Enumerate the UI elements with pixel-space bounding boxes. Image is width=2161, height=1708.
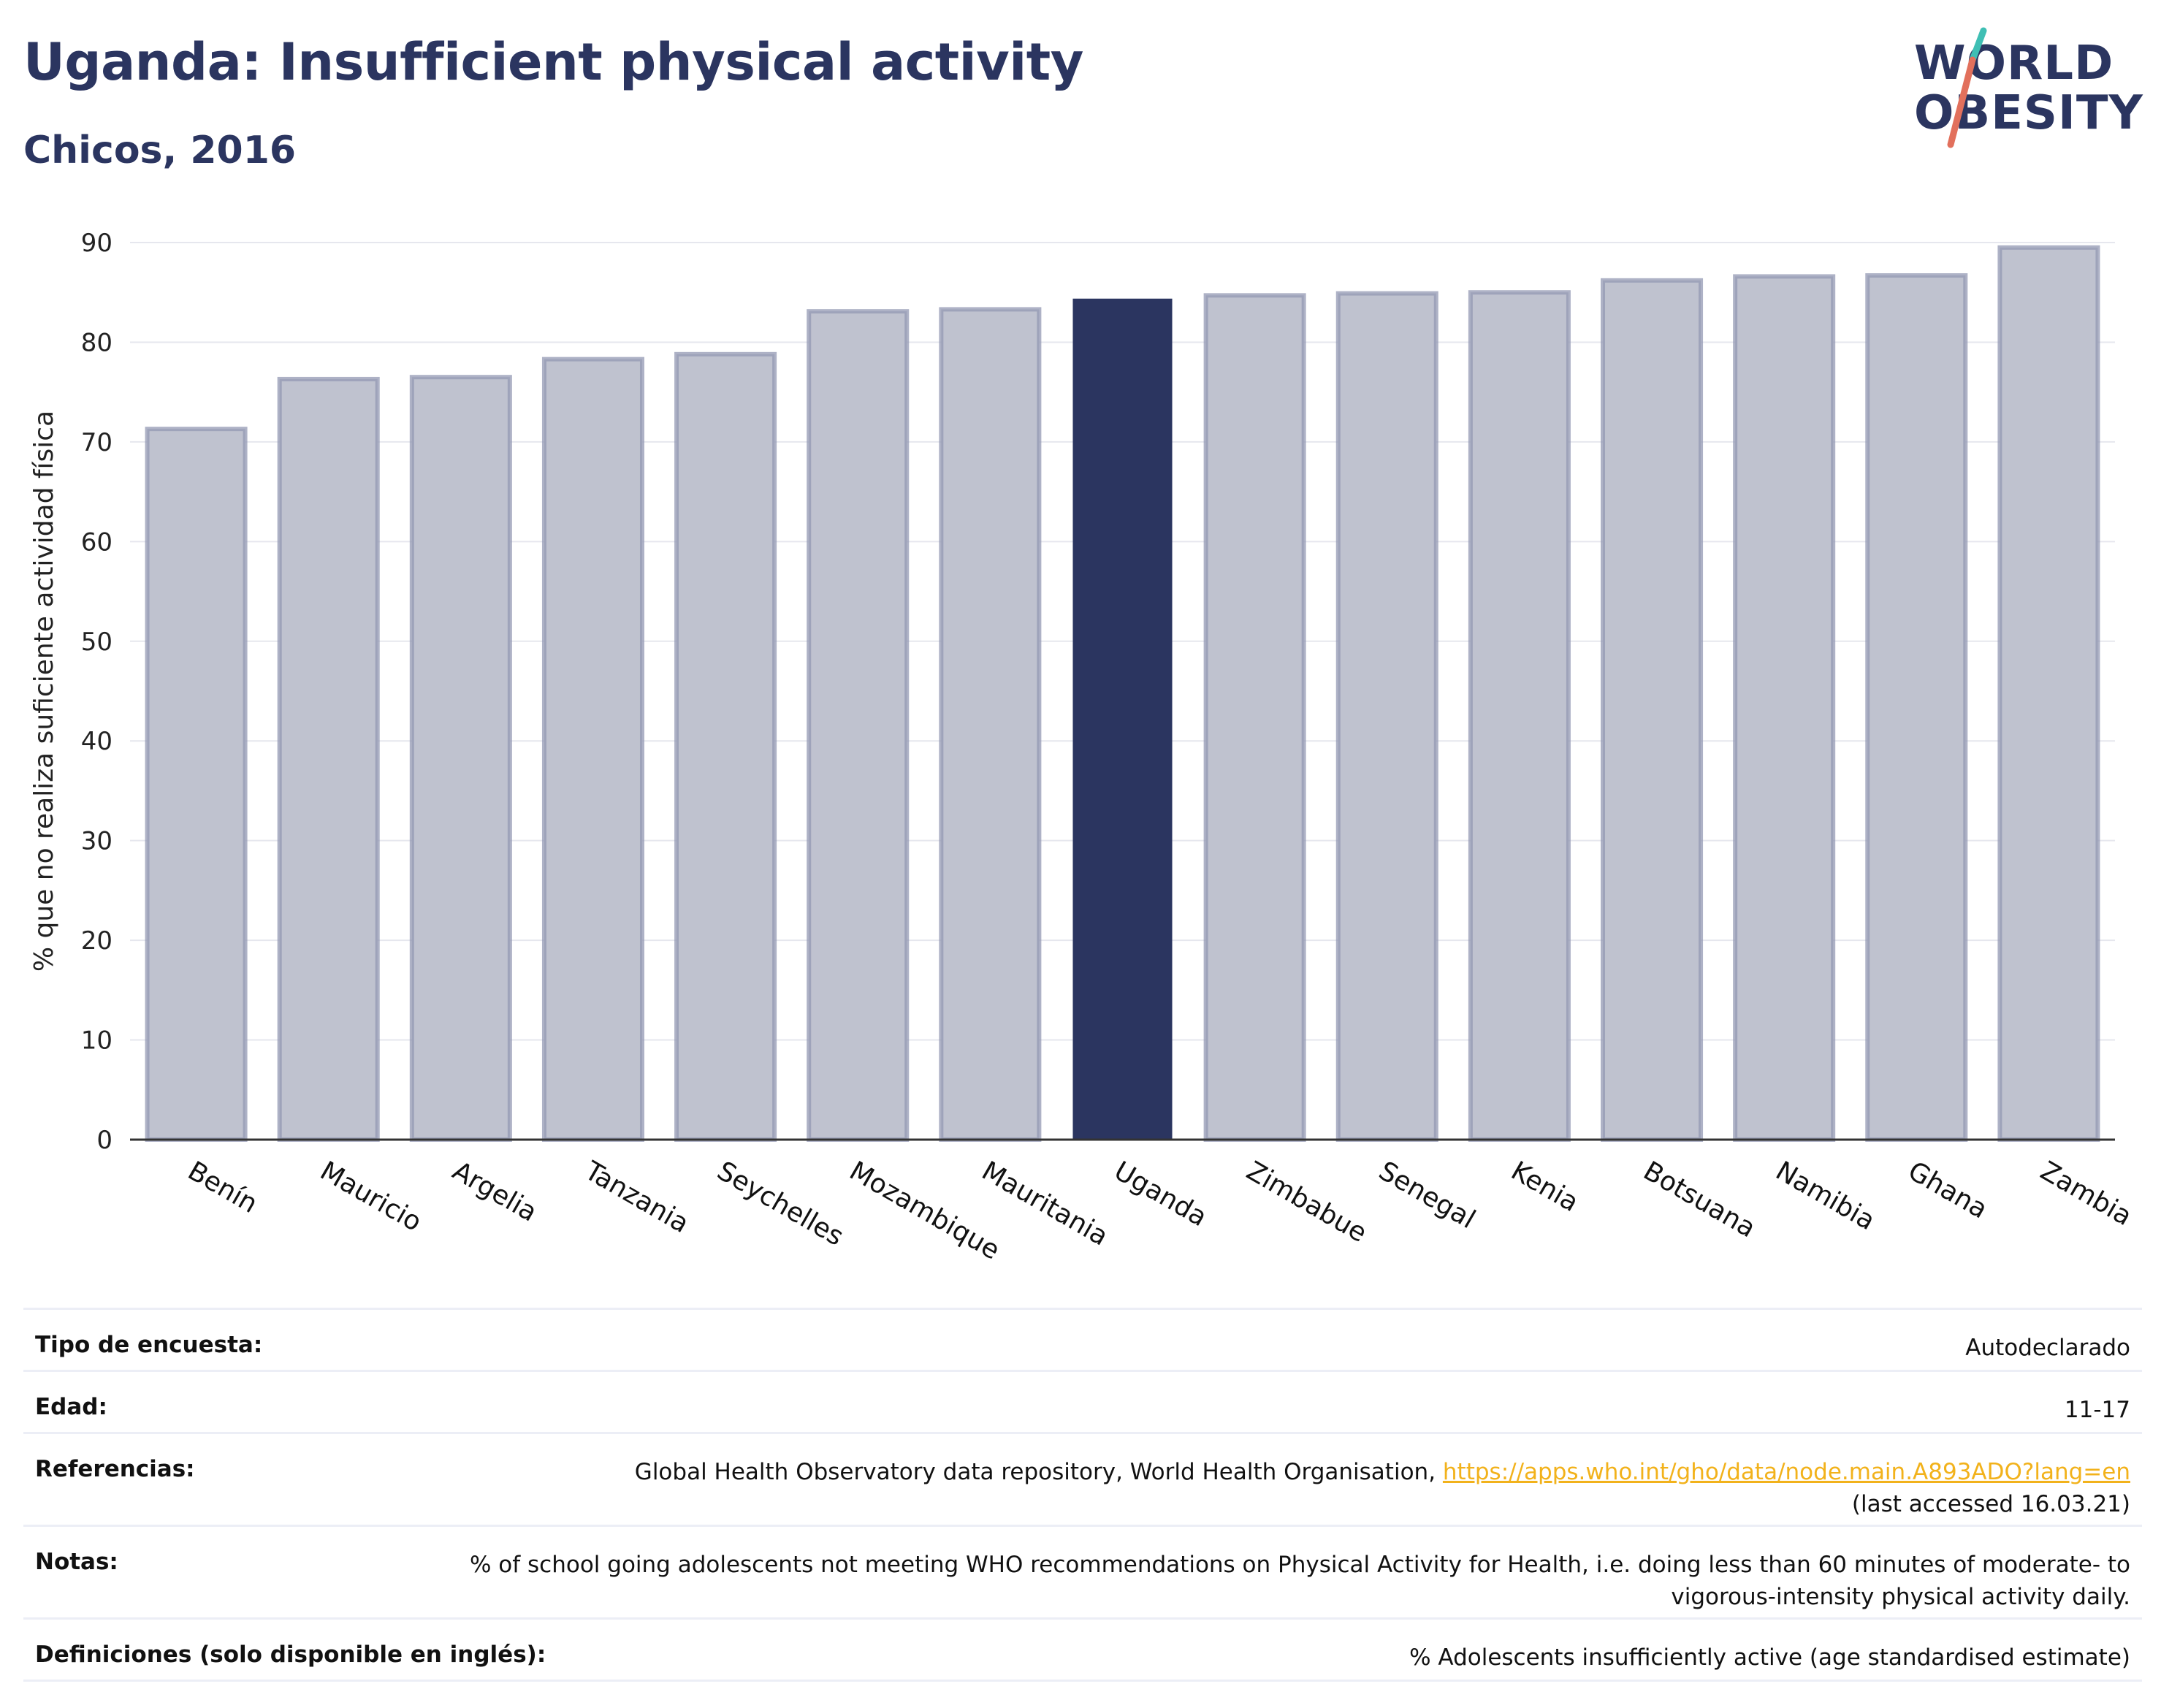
bar-ghana (1865, 273, 1968, 1143)
x-tick-label: Namibia (1771, 1156, 1880, 1236)
bar-mozambique (807, 309, 910, 1143)
x-tick-label: Senegal (1373, 1156, 1480, 1235)
reference-link[interactable]: https://apps.who.int/gho/data/node.main.… (1442, 1459, 2130, 1485)
bar-namibia (1733, 274, 1836, 1142)
y-tick-label: 50 (81, 628, 113, 657)
info-value: Autodeclarado (1965, 1335, 2130, 1361)
y-tick-label: 40 (81, 727, 113, 756)
bar-argelia (409, 375, 512, 1143)
x-tick-label: Mozambique (845, 1156, 1005, 1265)
x-tick-label: Ghana (1903, 1156, 1992, 1224)
info-value: 11-17 (2064, 1397, 2130, 1423)
bar-senegal (1335, 291, 1438, 1142)
bar-mauritania (939, 307, 1042, 1143)
y-tick-label: 10 (81, 1026, 113, 1056)
info-row-definitions: Definiciones (solo disponible en inglés)… (23, 1617, 2142, 1682)
info-value: % Adolescents insufficiently active (age… (1409, 1644, 2130, 1671)
x-tick-label: Tanzania (579, 1156, 694, 1239)
y-tick-label: 60 (81, 527, 113, 557)
bar-mauricio (277, 376, 380, 1143)
info-row-notes: Notas: % of school going adolescents not… (23, 1525, 2142, 1617)
y-tick-label: 30 (81, 827, 113, 856)
info-value: Global Health Observatory data repositor… (450, 1456, 2130, 1520)
x-tick-label: Zimbabue (1241, 1156, 1372, 1248)
info-row-age: Edad: 11-17 (23, 1370, 2142, 1432)
logo-slash-icon (1947, 27, 1987, 148)
logo-line-1: WORLD (1914, 37, 2114, 91)
bar-benín (145, 427, 248, 1142)
info-key: Edad: (35, 1394, 107, 1420)
world-obesity-logo: WORLD OBESITY (1907, 22, 2148, 153)
y-tick-label: 80 (81, 328, 113, 357)
bar-chart: 0 10 20 30 40 50 60 70 80 90 % que no realiza sufi… (29, 229, 2137, 1266)
reference-text: Global Health Observatory data repositor… (634, 1459, 1443, 1485)
info-table: Tipo de encuesta: Autodeclarado Edad: 11… (23, 1308, 2142, 1682)
x-tick-label: Uganda (1109, 1156, 1212, 1232)
chart-subtitle: Chicos, 2016 (23, 129, 297, 172)
info-key: Notas: (35, 1549, 118, 1575)
y-tick-label: 70 (81, 428, 113, 457)
chart-title: Uganda: Insufficient physical activity (23, 32, 1083, 92)
bar-zimbabue (1203, 293, 1306, 1142)
bar-seychelles (674, 351, 777, 1143)
info-key: Definiciones (solo disponible en inglés)… (35, 1642, 546, 1668)
y-tick-label: 0 (96, 1126, 113, 1155)
x-tick-label: Kenia (1506, 1156, 1583, 1218)
bar-zambia (1997, 245, 2100, 1142)
info-value: % of school going adolescents not meetin… (469, 1552, 2130, 1610)
bar-tanzania (541, 357, 644, 1142)
y-tick-label: 90 (81, 229, 113, 258)
info-key: Tipo de encuesta: (35, 1332, 263, 1358)
y-tick-label: 20 (81, 926, 113, 956)
info-key: Referencias: (35, 1456, 195, 1482)
x-tick-label: Benín (183, 1156, 262, 1219)
info-row-references: Referencias: Global Health Observatory d… (23, 1432, 2142, 1525)
info-row-survey-type: Tipo de encuesta: Autodeclarado (23, 1308, 2142, 1370)
reference-accessed: (last accessed 16.03.21) (1851, 1491, 2130, 1517)
bar-kenia (1468, 290, 1571, 1143)
bar-botsuana (1601, 278, 1704, 1143)
x-tick-label: Seychelles (712, 1156, 849, 1251)
x-tick-label: Zambia (2035, 1156, 2137, 1232)
bar-uganda (1072, 298, 1173, 1141)
x-tick-label: Botsuana (1639, 1156, 1761, 1243)
x-tick-label: Argelia (447, 1156, 541, 1227)
y-axis-label: % que no realiza suficiente actividad fí… (29, 411, 59, 972)
x-tick-label: Mauricio (315, 1156, 427, 1238)
